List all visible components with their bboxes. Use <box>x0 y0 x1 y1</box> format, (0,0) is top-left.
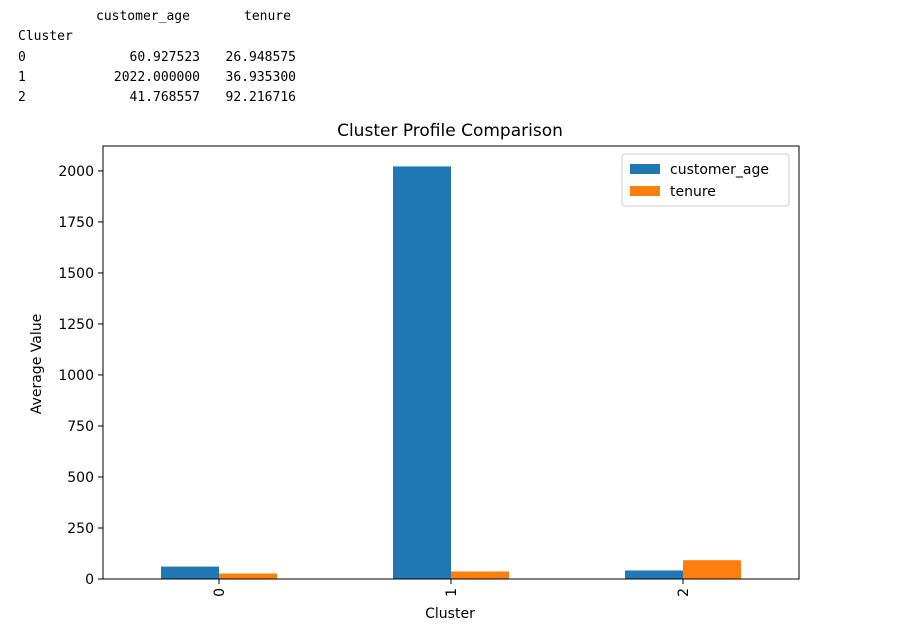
bar-customer-age-cluster-1 <box>393 166 451 579</box>
bar-tenure-cluster-0 <box>219 573 277 579</box>
legend-swatch <box>630 186 660 196</box>
x-axis: 0 1 2 <box>212 579 692 597</box>
column-header-tenure: tenure <box>244 9 291 24</box>
bar-customer-age-cluster-0 <box>161 566 219 579</box>
x-tick-label: 2 <box>676 588 692 597</box>
x-axis-label: Cluster <box>425 606 475 622</box>
table-cell-customer-age: 41.768557 <box>129 90 200 105</box>
y-tick-label: 1250 <box>58 317 94 333</box>
y-tick-label: 750 <box>67 419 94 435</box>
row-index: 2 <box>18 90 26 105</box>
bars-group <box>161 166 741 579</box>
y-tick-label: 1500 <box>58 266 94 282</box>
table-cell-customer-age: 60.927523 <box>129 50 200 65</box>
dataframe-output: customer_age tenure Cluster 0 60.927523 … <box>0 0 899 115</box>
bar-tenure-cluster-1 <box>451 571 509 579</box>
column-header-customer-age: customer_age <box>96 9 190 24</box>
table-cell-customer-age: 2022.000000 <box>113 70 200 85</box>
row-index: 0 <box>18 50 26 65</box>
y-tick-label: 1750 <box>58 215 94 231</box>
y-tick-label: 500 <box>67 470 94 486</box>
legend-label: tenure <box>670 184 716 200</box>
legend-label: customer_age <box>670 162 769 178</box>
legend-swatch <box>630 164 660 174</box>
table-cell-tenure: 36.935300 <box>225 70 296 85</box>
y-axis-label: Average Value <box>29 314 45 414</box>
table-cell-tenure: 92.216716 <box>225 90 296 105</box>
x-tick-label: 0 <box>212 588 228 597</box>
y-tick-label: 250 <box>67 521 94 537</box>
y-tick-label: 2000 <box>58 164 94 180</box>
bar-customer-age-cluster-2 <box>625 570 683 579</box>
table-cell-tenure: 26.948575 <box>225 50 296 65</box>
x-tick-label: 1 <box>444 588 460 597</box>
y-tick-label: 1000 <box>58 368 94 384</box>
chart-title: Cluster Profile Comparison <box>337 121 563 141</box>
y-axis: 0 250 500 750 1000 1250 1500 1750 2000 <box>58 164 103 588</box>
index-name-label: Cluster <box>18 29 73 44</box>
legend-box <box>621 153 790 207</box>
y-tick-label: 0 <box>85 572 94 588</box>
bar-tenure-cluster-2 <box>683 560 741 579</box>
row-index: 1 <box>18 70 26 85</box>
